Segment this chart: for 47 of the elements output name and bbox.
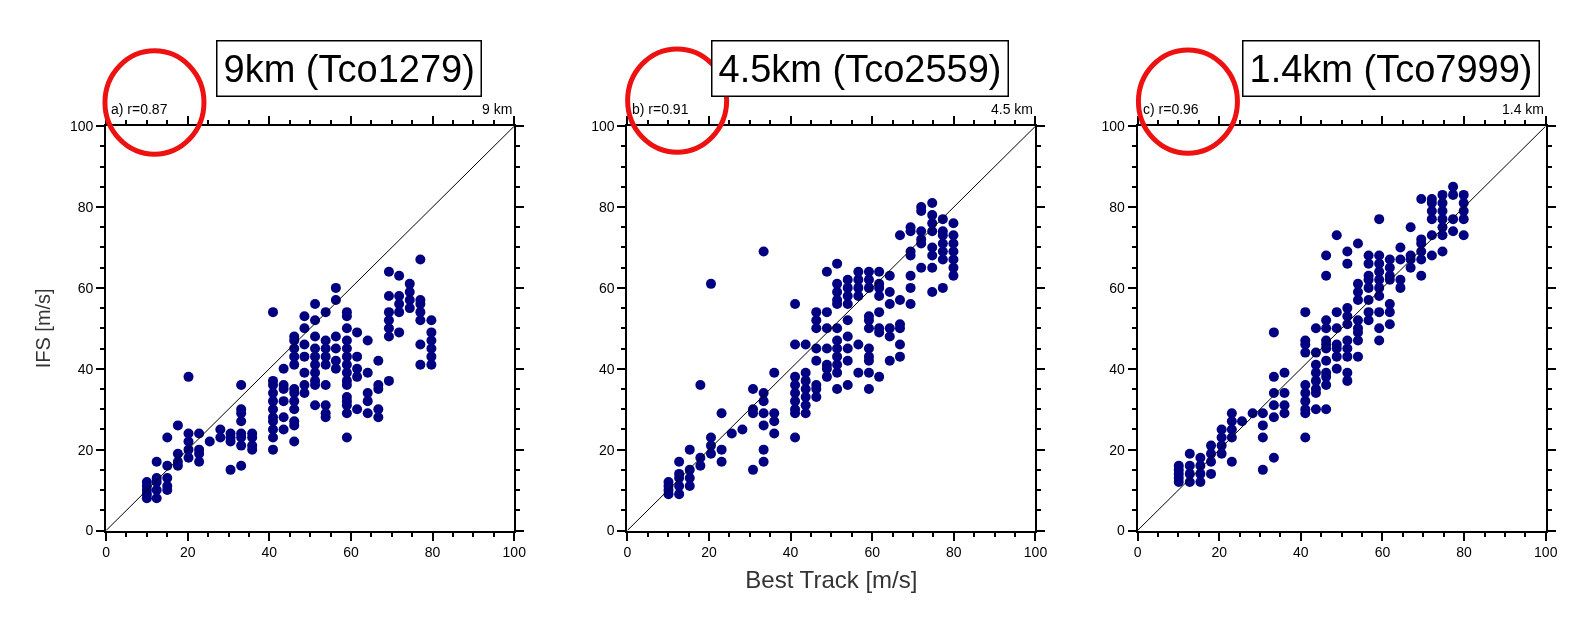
x-tick-label: 20 bbox=[179, 544, 196, 561]
y-axis-title: IFS [m/s] bbox=[31, 288, 54, 369]
x-tick-label: 60 bbox=[1374, 544, 1391, 561]
y-tick-label: 0 bbox=[606, 522, 615, 539]
x-tick-label: 0 bbox=[1133, 544, 1142, 561]
x-tick-label: 40 bbox=[1293, 544, 1309, 561]
y-tick-label: 20 bbox=[1109, 441, 1125, 458]
x-tick-label: 40 bbox=[261, 544, 278, 561]
x-tick-label: 20 bbox=[1211, 544, 1228, 561]
x-tick-label: 40 bbox=[782, 544, 799, 561]
text: 9 km bbox=[482, 101, 513, 117]
x-tick-label: 0 bbox=[102, 544, 111, 561]
y-tick-label: 60 bbox=[598, 279, 615, 296]
y-tick-label: 80 bbox=[1109, 198, 1125, 215]
y-tick-label: 80 bbox=[77, 198, 94, 215]
x-tick-label: 80 bbox=[1456, 544, 1473, 561]
x-tick-label: 20 bbox=[701, 544, 717, 561]
x-tick-label: 60 bbox=[864, 544, 881, 561]
x-axis-title: Best Track [m/s] bbox=[745, 566, 918, 594]
x-tick-label: 60 bbox=[343, 544, 359, 561]
y-tick-label: 60 bbox=[1109, 279, 1125, 296]
y-tick-label: 80 bbox=[598, 198, 615, 215]
y-tick-label: 20 bbox=[77, 441, 94, 458]
text: 4.5 km bbox=[991, 101, 1034, 117]
x-tick-label: 100 bbox=[1534, 544, 1558, 561]
y-tick-label: 0 bbox=[1116, 522, 1125, 539]
text: b) r=0.91 bbox=[632, 101, 689, 117]
y-tick-label: 40 bbox=[1109, 360, 1125, 377]
x-tick-label: 100 bbox=[1023, 544, 1048, 561]
y-tick-label: 100 bbox=[591, 118, 615, 135]
text: a) r=0.87 bbox=[111, 101, 168, 117]
chart-title: 4.5km (Tco2559) bbox=[718, 47, 1002, 90]
y-tick-label: 60 bbox=[77, 279, 94, 296]
chart-title: 1.4km (Tco7999) bbox=[1249, 47, 1533, 90]
text: 1.4 km bbox=[1502, 101, 1545, 117]
y-tick-label: 20 bbox=[598, 441, 615, 458]
x-tick-label: 80 bbox=[424, 544, 441, 561]
x-tick-label: 100 bbox=[502, 544, 527, 561]
chart-title: 9km (Tco1279) bbox=[223, 47, 475, 90]
y-tick-label: 40 bbox=[598, 360, 615, 377]
y-tick-label: 40 bbox=[77, 360, 94, 377]
x-tick-label: 80 bbox=[946, 544, 962, 561]
y-tick-label: 0 bbox=[85, 522, 94, 539]
text: c) r=0.96 bbox=[1143, 101, 1199, 117]
y-tick-label: 100 bbox=[1101, 118, 1125, 135]
x-tick-label: 0 bbox=[623, 544, 632, 561]
y-tick-label: 100 bbox=[69, 118, 94, 135]
